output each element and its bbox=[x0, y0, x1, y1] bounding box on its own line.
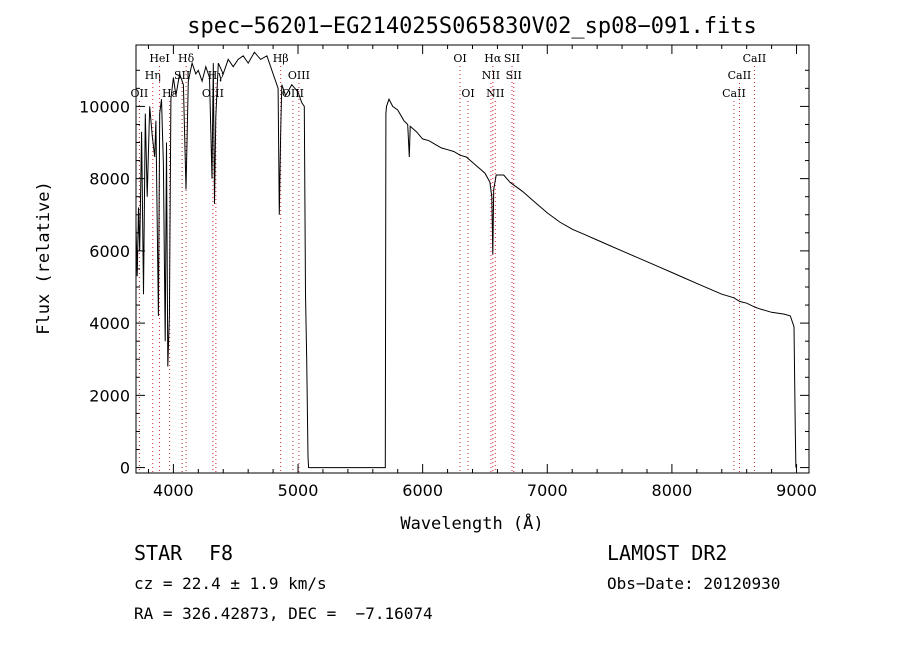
redshift-cz: cz = 22.4 ± 1.9 km/s bbox=[134, 574, 327, 593]
axes: 4000 5000 6000 7000 8000 9000 0 2000 4000 6000 800… bbox=[79, 44, 817, 500]
flux-line bbox=[135, 51, 797, 469]
subclass: F8 bbox=[209, 541, 234, 565]
y-tick-label: 10000 bbox=[79, 97, 130, 116]
line-label: Hε bbox=[162, 87, 178, 100]
observation-date: Obs−Date: 20120930 bbox=[607, 574, 781, 593]
y-tick-label: 0 bbox=[120, 459, 130, 478]
line-label: SII bbox=[504, 52, 520, 65]
y-tick-label: 4000 bbox=[89, 314, 130, 333]
survey-name: LAMOST DR2 bbox=[607, 541, 728, 565]
y-tick-label: 2000 bbox=[89, 386, 130, 405]
y-tick-label: 6000 bbox=[89, 242, 130, 261]
x-axis-label: Wavelength (Å) bbox=[400, 512, 543, 534]
x-tick-label: 9000 bbox=[776, 481, 817, 500]
line-label: Hγ bbox=[208, 69, 225, 82]
line-label: Hβ bbox=[273, 52, 289, 65]
chart-title: spec−56201−EG214025S065830V02_sp08−091.f… bbox=[187, 14, 757, 39]
line-label: NII bbox=[486, 87, 504, 100]
line-label: Hδ bbox=[178, 52, 195, 65]
line-label: CaII bbox=[722, 87, 746, 100]
line-label: CaII bbox=[728, 69, 752, 82]
x-tick-label: 7000 bbox=[527, 481, 568, 500]
y-tick-label: 8000 bbox=[89, 170, 130, 189]
plot-frame bbox=[135, 44, 810, 474]
line-label: OI bbox=[461, 87, 474, 100]
line-label: OIII bbox=[288, 69, 310, 82]
x-tick-label: 4000 bbox=[153, 481, 194, 500]
spectral-line-markers: OIIHηHeIHεSIIHδOIIIHγHβOIIIOIIIOIOINIIHα… bbox=[131, 52, 767, 473]
line-label: OII bbox=[131, 87, 149, 100]
line-label: SII bbox=[506, 69, 522, 82]
coordinates: RA = 326.42873, DEC = −7.16074 bbox=[134, 604, 433, 623]
x-tick-label: 5000 bbox=[278, 481, 319, 500]
line-label: Hη bbox=[145, 69, 161, 82]
line-label: Hα bbox=[484, 52, 502, 65]
line-label: NII bbox=[482, 69, 500, 82]
x-tick-label: 6000 bbox=[402, 481, 443, 500]
x-tick-label: 8000 bbox=[652, 481, 693, 500]
y-axis-label: Flux (relative) bbox=[34, 181, 54, 335]
line-label: HeI bbox=[149, 52, 169, 65]
flux-series bbox=[135, 51, 797, 469]
line-label: OI bbox=[453, 52, 466, 65]
line-label: OIII bbox=[282, 87, 304, 100]
object-class: STAR bbox=[134, 541, 183, 565]
line-label: CaII bbox=[743, 52, 767, 65]
